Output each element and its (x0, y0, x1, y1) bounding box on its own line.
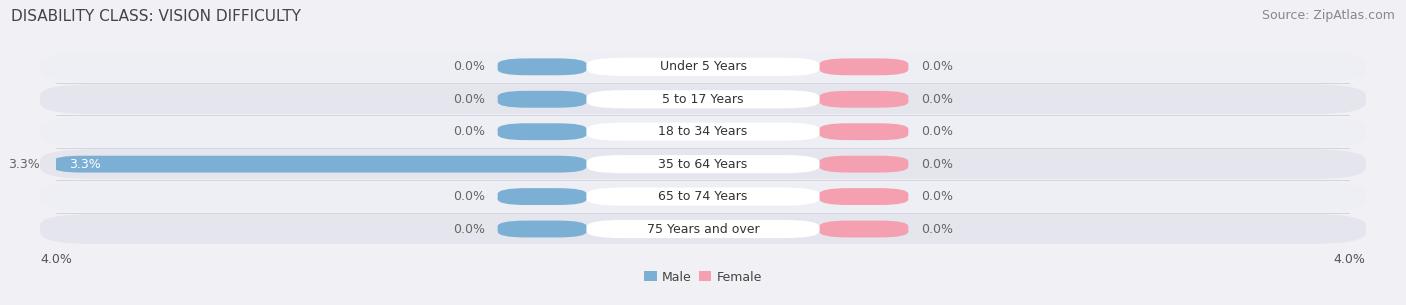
FancyBboxPatch shape (820, 188, 908, 205)
Text: 0.0%: 0.0% (921, 158, 953, 170)
Text: 0.0%: 0.0% (453, 190, 485, 203)
FancyBboxPatch shape (41, 117, 1367, 147)
Text: 0.0%: 0.0% (921, 125, 953, 138)
FancyBboxPatch shape (498, 123, 586, 140)
Text: DISABILITY CLASS: VISION DIFFICULTY: DISABILITY CLASS: VISION DIFFICULTY (11, 9, 301, 24)
Text: 0.0%: 0.0% (921, 93, 953, 106)
Text: 0.0%: 0.0% (921, 223, 953, 235)
Text: 0.0%: 0.0% (453, 93, 485, 106)
Text: 3.3%: 3.3% (69, 158, 101, 170)
FancyBboxPatch shape (498, 188, 586, 205)
FancyBboxPatch shape (586, 220, 820, 238)
Text: Source: ZipAtlas.com: Source: ZipAtlas.com (1261, 9, 1395, 22)
Text: 0.0%: 0.0% (453, 125, 485, 138)
Text: 75 Years and over: 75 Years and over (647, 223, 759, 235)
FancyBboxPatch shape (498, 221, 586, 238)
Text: 0.0%: 0.0% (453, 223, 485, 235)
Text: 3.3%: 3.3% (8, 158, 41, 170)
FancyBboxPatch shape (586, 58, 820, 76)
FancyBboxPatch shape (820, 221, 908, 238)
FancyBboxPatch shape (53, 156, 586, 173)
Legend: Male, Female: Male, Female (640, 266, 766, 289)
FancyBboxPatch shape (820, 123, 908, 140)
FancyBboxPatch shape (41, 149, 1367, 179)
FancyBboxPatch shape (586, 188, 820, 206)
FancyBboxPatch shape (498, 58, 586, 75)
Text: 0.0%: 0.0% (921, 60, 953, 73)
FancyBboxPatch shape (41, 52, 1367, 82)
FancyBboxPatch shape (41, 84, 1367, 114)
Text: 18 to 34 Years: 18 to 34 Years (658, 125, 748, 138)
Text: 35 to 64 Years: 35 to 64 Years (658, 158, 748, 170)
FancyBboxPatch shape (586, 155, 820, 173)
FancyBboxPatch shape (820, 58, 908, 75)
FancyBboxPatch shape (41, 182, 1367, 211)
FancyBboxPatch shape (820, 156, 908, 173)
Text: 0.0%: 0.0% (921, 190, 953, 203)
FancyBboxPatch shape (498, 91, 586, 108)
FancyBboxPatch shape (41, 214, 1367, 244)
Text: 0.0%: 0.0% (453, 60, 485, 73)
FancyBboxPatch shape (586, 90, 820, 108)
Text: 5 to 17 Years: 5 to 17 Years (662, 93, 744, 106)
Text: Under 5 Years: Under 5 Years (659, 60, 747, 73)
Text: 65 to 74 Years: 65 to 74 Years (658, 190, 748, 203)
FancyBboxPatch shape (586, 123, 820, 141)
FancyBboxPatch shape (820, 91, 908, 108)
